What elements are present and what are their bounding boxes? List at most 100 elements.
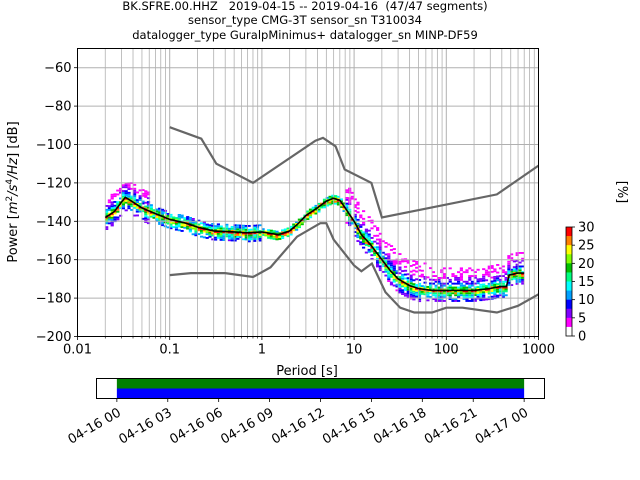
ppsd-cell [130, 197, 134, 200]
ppsd-cell [241, 238, 246, 241]
ppsd-cell [501, 294, 505, 297]
ppsd-cell [476, 295, 480, 298]
ppsd-cell [367, 235, 371, 238]
ppsd-cell [487, 284, 491, 287]
ppsd-cell [222, 239, 226, 241]
ppsd-cell [219, 225, 223, 228]
ppsd-cell [454, 298, 458, 300]
ppsd-cell [493, 276, 497, 278]
ppsd-cell [484, 287, 489, 289]
ppsd-cell [345, 214, 349, 217]
ppsd-cell [320, 206, 324, 209]
ppsd-cell [454, 294, 458, 297]
ppsd-cell [133, 214, 137, 217]
ppsd-cell [512, 275, 516, 278]
colorbar-segment [566, 254, 572, 264]
ppsd-cell [146, 208, 151, 211]
title-line-3: datalogger_type GuralpMinimus+ datalogge… [132, 28, 478, 42]
ppsd-cell [317, 210, 321, 213]
ppsd-cell [188, 220, 192, 223]
ppsd-cell [269, 233, 273, 236]
ppsd-cell [479, 285, 483, 288]
ppsd-cell [504, 294, 508, 297]
ppsd-cell [144, 215, 148, 218]
ppsd-cell [479, 291, 483, 294]
ppsd-cell [283, 228, 287, 231]
ppsd-cell [406, 288, 410, 291]
ppsd-cell [141, 217, 145, 220]
ppsd-cell [141, 206, 145, 209]
ppsd-cell [281, 237, 285, 239]
ppsd-cell [353, 215, 357, 218]
ppsd-cell [241, 230, 246, 233]
ppsd-cell [387, 243, 391, 246]
ppsd-cell [253, 232, 257, 235]
ppsd-cell [484, 269, 489, 272]
ppsd-cell [468, 286, 472, 289]
ppsd-cell [253, 230, 257, 233]
ppsd-cell [454, 277, 458, 279]
colorbar-tick-label: 15 [578, 275, 595, 290]
ppsd-cell [406, 292, 410, 295]
ppsd-cell [493, 283, 497, 286]
ppsd-cell [258, 237, 262, 240]
timeline-tick-label: 04-16 03 [117, 405, 175, 447]
ppsd-cell [512, 260, 516, 263]
ppsd-cell [116, 201, 120, 204]
ppsd-cell [384, 242, 388, 244]
ppsd-cell [434, 296, 438, 299]
ppsd-cell [325, 204, 329, 207]
ppsd-cell [219, 229, 223, 232]
ppsd-cell [482, 298, 486, 301]
ppsd-cell [468, 292, 472, 295]
high-noise-model [169, 126, 540, 219]
ppsd-cell [244, 236, 248, 239]
ppsd-cell [443, 296, 447, 299]
ppsd-cell [286, 231, 290, 234]
ppsd-cell [174, 221, 179, 223]
ppsd-cell [462, 271, 466, 274]
ppsd-cell [431, 282, 435, 285]
ppsd-cell [152, 213, 156, 215]
ppsd-cell [222, 227, 226, 230]
ppsd-cell [398, 266, 402, 269]
ppsd-cell [169, 227, 173, 230]
ppsd-cell [239, 228, 243, 231]
ppsd-cell [121, 205, 125, 208]
ppsd-cell [381, 251, 385, 254]
ppsd-cell [116, 216, 120, 219]
ppsd-cell [225, 235, 229, 238]
ppsd-cell [426, 293, 430, 296]
ppsd-cell [113, 195, 117, 198]
colorbar: 0 5 10 15 20 25 30 [565, 221, 595, 345]
ppsd-cell [135, 199, 139, 202]
ppsd-cell [406, 279, 410, 281]
ppsd-cell [124, 190, 128, 193]
ppsd-cell [468, 294, 472, 297]
ppsd-cell [328, 197, 332, 200]
ppsd-cell [121, 203, 125, 206]
ppsd-cell [507, 268, 511, 271]
ppsd-cell [183, 221, 187, 223]
ppsd-cell [133, 197, 137, 200]
ppsd-cell [406, 290, 410, 293]
ppsd-cell [158, 207, 162, 210]
ppsd-cell [116, 203, 120, 205]
ppsd-cell [261, 232, 265, 234]
ppsd-cell [401, 293, 405, 295]
ppsd-cell [169, 223, 173, 226]
ppsd-cell [376, 265, 380, 268]
title-line-1: BK.SFRE.00.HHZ 2019-04-15 -- 2019-04-16 … [122, 0, 488, 13]
ppsd-cell [230, 227, 234, 230]
ppsd-cell [498, 292, 503, 295]
ppsd-cell [515, 263, 519, 266]
ppsd-cell [350, 195, 354, 198]
ppsd-cell [239, 236, 243, 239]
ppsd-cell [504, 280, 508, 283]
ppsd-cell [364, 230, 368, 233]
ppsd-cell [403, 277, 408, 280]
ppsd-cell [233, 239, 237, 242]
ppsd-cell [314, 206, 318, 209]
ppsd-cell [225, 229, 229, 232]
